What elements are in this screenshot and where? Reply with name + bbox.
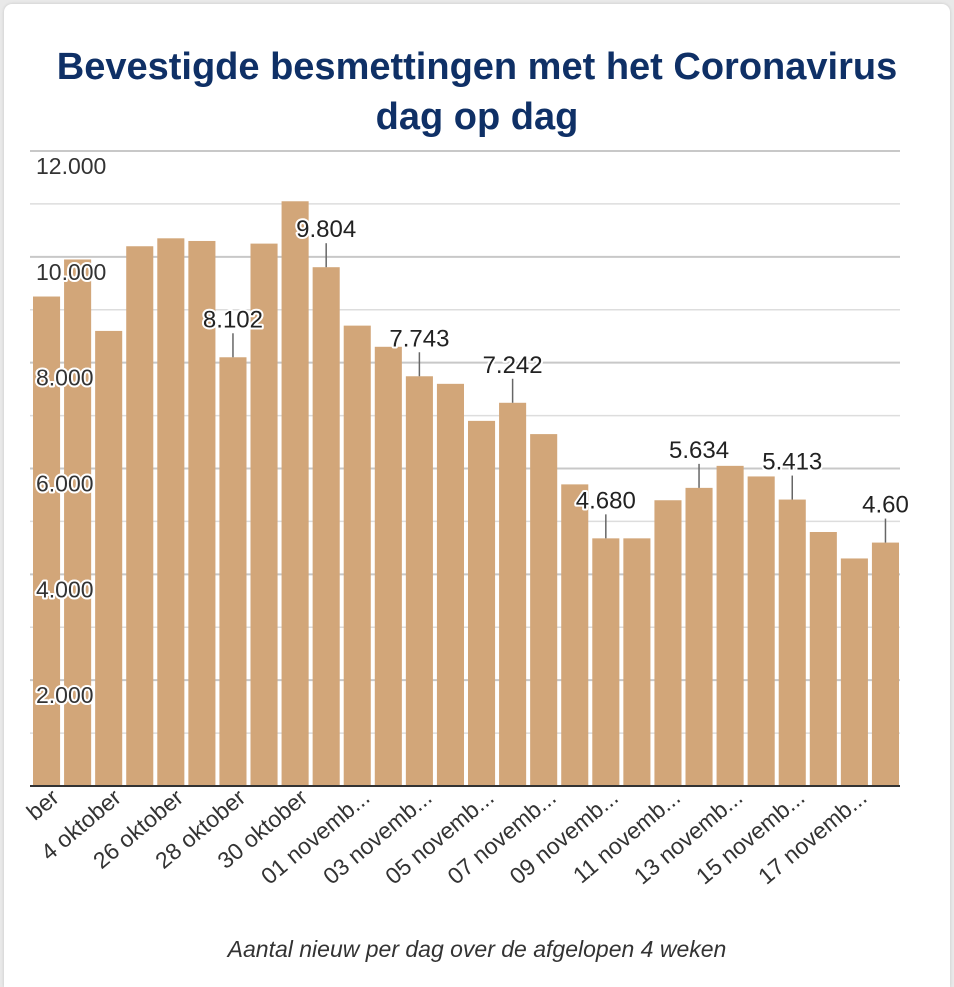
bar bbox=[343, 325, 371, 786]
data-label: 8.102 bbox=[203, 306, 263, 333]
bar bbox=[592, 538, 620, 786]
bar bbox=[405, 376, 433, 786]
bar bbox=[374, 346, 402, 786]
bar bbox=[871, 542, 899, 786]
bar-chart: 2.000 4.000 6.000 8.000 10.000 12.000 8.102 9.8… bbox=[22, 150, 911, 889]
x-axis-label: Aantal nieuw per dag over de afgelopen 4… bbox=[227, 936, 727, 962]
bar bbox=[716, 465, 744, 786]
chart-title-line1: Bevestigde besmettingen met het Coronavi… bbox=[56, 46, 898, 88]
data-label: 7.743 bbox=[389, 325, 449, 352]
x-tick-label: ber bbox=[22, 784, 64, 826]
bar bbox=[64, 259, 92, 786]
data-label: 9.804 bbox=[296, 216, 356, 243]
y-tick-label: 10.000 bbox=[36, 259, 106, 285]
y-tick-label: 4.000 bbox=[36, 576, 94, 602]
bar bbox=[778, 499, 806, 786]
x-tick-label: 17 novemb... bbox=[753, 784, 872, 889]
chart-card: Bevestigde besmettingen met het Coronavi… bbox=[4, 4, 950, 987]
bar bbox=[747, 476, 775, 786]
bar bbox=[250, 243, 278, 786]
chart-title-line2: dag op dag bbox=[375, 96, 579, 138]
y-tick-label: 8.000 bbox=[36, 365, 94, 391]
data-label: 4.60 bbox=[862, 492, 909, 519]
bar bbox=[499, 402, 527, 786]
bar bbox=[188, 240, 216, 787]
bar bbox=[840, 558, 868, 786]
data-label: 5.413 bbox=[762, 449, 822, 476]
bar bbox=[809, 532, 837, 786]
bar bbox=[312, 267, 340, 787]
chart-title: Bevestigde besmettingen met het Coronavi… bbox=[4, 42, 950, 142]
bar bbox=[219, 357, 247, 786]
data-label: 5.634 bbox=[669, 437, 729, 464]
y-tick-label: 2.000 bbox=[36, 682, 94, 708]
bar bbox=[561, 484, 589, 786]
bar bbox=[685, 487, 713, 786]
bar bbox=[126, 246, 154, 786]
bar bbox=[157, 238, 185, 786]
bar bbox=[530, 434, 558, 786]
bar bbox=[468, 420, 496, 786]
bar bbox=[281, 201, 309, 787]
bar bbox=[33, 296, 61, 786]
bar bbox=[436, 383, 464, 786]
data-label: 4.680 bbox=[576, 487, 636, 514]
bar bbox=[95, 330, 123, 786]
bar bbox=[623, 538, 651, 786]
y-tick-label: 12.000 bbox=[36, 153, 106, 179]
y-tick-label: 6.000 bbox=[36, 471, 94, 497]
data-label: 7.242 bbox=[483, 352, 543, 379]
bar bbox=[654, 500, 682, 786]
